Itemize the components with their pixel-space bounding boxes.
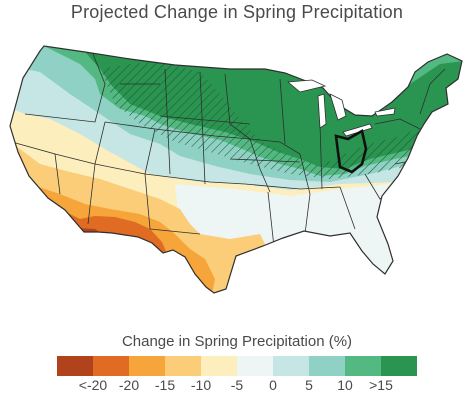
legend-bin-5 [237,356,273,376]
legend-bin-4 [201,356,237,376]
ohio-highlight [334,128,368,174]
hatched-significance [100,62,462,179]
lake-huron [329,93,347,121]
map-title: Projected Change in Spring Precipitation [70,2,404,22]
lake-erie [342,123,373,137]
legend-bin-6 [273,356,309,376]
legend-tick-label: -20 [118,377,140,393]
lake-ontario [374,107,396,117]
legend-tick-label: 5 [305,377,313,393]
legend-tick-label: -5 [230,377,244,393]
legend-tick-label: >15 [369,377,393,393]
lake-michigan [317,93,327,129]
great-lakes [286,79,396,137]
legend-tick-label: -15 [154,377,176,393]
legend-bin-7 [309,356,345,376]
legend-tick-label: <-20 [78,377,108,393]
color-legend [57,356,417,376]
legend-bin-1 [93,356,129,376]
legend-tick-label: -10 [190,377,212,393]
legend-tick-label: 0 [269,377,277,393]
legend-bin-9 [381,356,417,376]
legend-title: Change in Spring Precipitation (%) [121,333,353,350]
legend-bin-8 [345,356,381,376]
legend-bin-2 [129,356,165,376]
us-precipitation-map [9,45,463,294]
legend-tick-label: 10 [337,377,353,393]
legend-bin-3 [165,356,201,376]
legend-bin-0 [57,356,93,376]
state-borders [11,53,446,257]
lake-superior [286,79,327,93]
